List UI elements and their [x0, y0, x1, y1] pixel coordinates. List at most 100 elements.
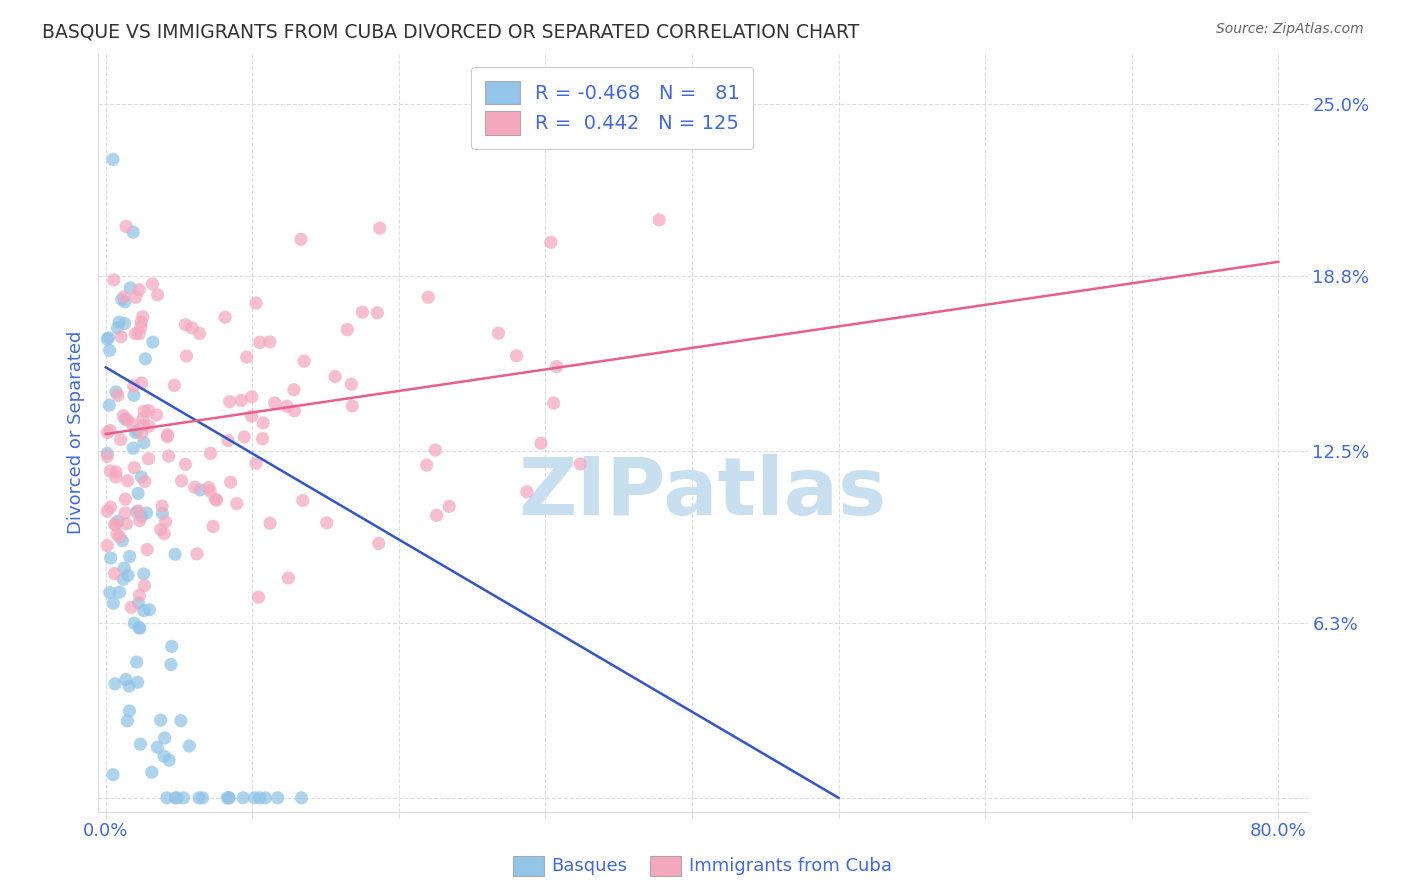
Point — [191, 790, 214, 805]
Point — [97, 331, 120, 345]
Point — [218, 394, 240, 409]
Point — [254, 790, 277, 805]
Point — [129, 320, 152, 334]
Point — [569, 457, 592, 471]
Point — [546, 359, 568, 374]
Point — [184, 480, 207, 494]
Point — [219, 475, 242, 490]
Point — [132, 411, 155, 425]
Point — [128, 326, 150, 341]
Point — [197, 481, 219, 495]
Point — [205, 493, 228, 508]
Point — [204, 492, 226, 507]
Point — [291, 493, 314, 508]
Point — [283, 404, 305, 418]
Point — [152, 507, 174, 521]
Point — [98, 464, 121, 478]
Point — [245, 296, 267, 310]
Point — [198, 484, 221, 499]
Point — [141, 765, 163, 780]
Point — [134, 351, 156, 366]
Point — [107, 388, 129, 402]
Point — [134, 404, 156, 418]
Point — [160, 657, 183, 672]
Point — [127, 675, 149, 690]
Point — [108, 585, 131, 599]
Point — [115, 516, 138, 531]
Point — [120, 600, 142, 615]
Point — [153, 731, 176, 745]
Point — [243, 790, 266, 805]
Point — [174, 318, 197, 332]
Point — [247, 590, 270, 604]
Point — [418, 290, 440, 304]
Point — [105, 465, 128, 479]
Text: ZIPatlas: ZIPatlas — [519, 454, 887, 533]
Point — [163, 378, 186, 392]
Point — [120, 281, 142, 295]
Point — [132, 435, 155, 450]
Point — [125, 290, 148, 304]
Point — [100, 551, 122, 566]
Point — [292, 354, 315, 368]
Point — [122, 441, 145, 455]
Point — [425, 443, 447, 458]
Point — [142, 335, 165, 350]
Point — [146, 288, 169, 302]
Point — [165, 547, 187, 561]
Point — [340, 377, 363, 392]
Point — [648, 213, 671, 227]
Point — [217, 434, 239, 448]
Point — [176, 349, 198, 363]
Point — [315, 516, 337, 530]
Point — [118, 679, 141, 693]
Text: Source: ZipAtlas.com: Source: ZipAtlas.com — [1216, 22, 1364, 37]
Point — [138, 603, 160, 617]
Point — [166, 790, 188, 805]
Point — [107, 321, 129, 335]
Point — [367, 536, 389, 550]
Point — [229, 393, 252, 408]
Point — [157, 753, 180, 767]
Point — [249, 335, 271, 350]
Point — [188, 790, 211, 805]
Point — [202, 519, 225, 533]
Point — [122, 379, 145, 393]
Point — [200, 446, 222, 460]
Point — [100, 500, 122, 515]
Point — [138, 419, 160, 434]
Point — [235, 350, 257, 364]
Point — [115, 673, 138, 687]
Point — [104, 566, 127, 581]
Point — [323, 369, 346, 384]
Point — [112, 409, 135, 423]
Point — [174, 458, 197, 472]
Point — [114, 492, 136, 507]
Point — [342, 399, 364, 413]
Point — [170, 474, 193, 488]
Point — [117, 474, 139, 488]
Point — [132, 310, 155, 324]
Point — [218, 790, 240, 805]
Point — [259, 334, 281, 349]
Point — [111, 533, 134, 548]
Point — [101, 768, 124, 782]
Point — [128, 621, 150, 635]
Point — [125, 655, 148, 669]
Point — [132, 604, 155, 618]
Point — [214, 310, 236, 325]
Point — [103, 273, 125, 287]
Point — [138, 403, 160, 417]
Point — [104, 384, 127, 399]
Point — [96, 504, 118, 518]
Point — [153, 749, 176, 764]
Point — [104, 470, 127, 484]
Point — [122, 616, 145, 631]
Point — [156, 430, 179, 444]
Point — [112, 290, 135, 304]
Point — [121, 417, 143, 431]
Point — [117, 413, 139, 427]
Point — [150, 499, 173, 513]
Point — [103, 596, 125, 610]
Point — [98, 398, 121, 412]
